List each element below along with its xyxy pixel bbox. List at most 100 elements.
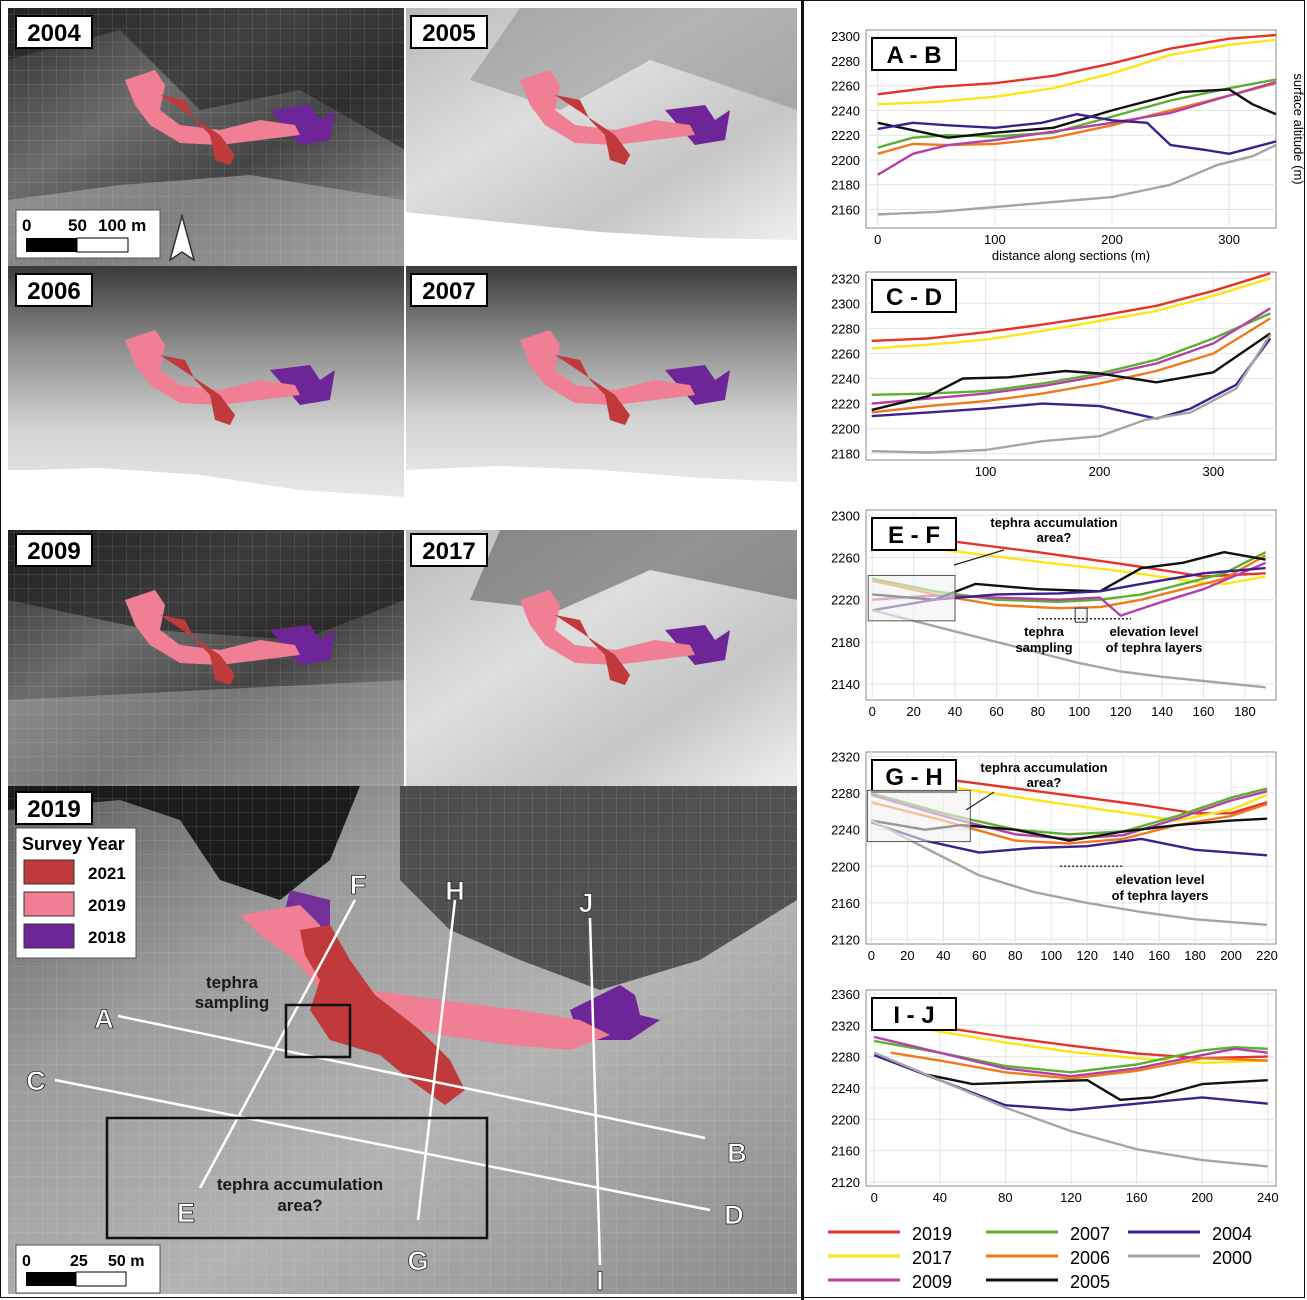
legend-label-2000: 2000 xyxy=(1212,1248,1252,1268)
y-tick-label: 2240 xyxy=(831,1081,860,1096)
section-line xyxy=(117,1014,706,1140)
svg-text:area?: area? xyxy=(1037,530,1072,545)
series-line-2009 xyxy=(877,80,1277,176)
section-letter-j: J xyxy=(578,888,593,918)
svg-text:25: 25 xyxy=(70,1253,88,1270)
svg-text:tephra: tephra xyxy=(1024,624,1065,639)
section-letter-c: C xyxy=(26,1066,46,1096)
tephra-area-label: tephra accumulation area? xyxy=(217,1175,383,1215)
y-tick-label: 2220 xyxy=(831,397,860,412)
series-line-2000 xyxy=(877,144,1277,216)
y-tick-label: 2280 xyxy=(831,54,860,69)
legend-label-2009: 2009 xyxy=(912,1272,952,1292)
y-tick-label: 2180 xyxy=(831,635,860,650)
y-tick-label: 2160 xyxy=(831,1144,860,1159)
legend-label: 2021 xyxy=(88,864,126,883)
y-tick-label: 2200 xyxy=(831,859,860,874)
series-line-2005 xyxy=(923,1072,1268,1102)
chart-e-f: 2140 2180 2220 2260 2300 0 20 40 60 80 100 120 140 16… xyxy=(831,508,1277,719)
map-year-label: 2019 xyxy=(15,791,93,825)
x-tick-label: 40 xyxy=(936,948,950,963)
svg-text:tephra accumulation: tephra accumulation xyxy=(990,515,1117,530)
series-line-2006 xyxy=(871,317,1271,414)
map-year-label: 2006 xyxy=(15,273,93,307)
y-tick-label: 2160 xyxy=(831,202,860,217)
map-year-label: 2017 xyxy=(410,533,488,567)
x-tick-label: 220 xyxy=(1256,948,1278,963)
chart-i-j: 2120 2160 2200 2240 2280 2320 2360 0 40 80 120 160 2… xyxy=(831,987,1279,1205)
series-line-2004 xyxy=(871,821,1268,857)
section-line xyxy=(416,899,457,1221)
svg-text:100 m: 100 m xyxy=(98,216,146,235)
legend-label-2004: 2004 xyxy=(1212,1224,1252,1244)
svg-text:tephra accumulation: tephra accumulation xyxy=(217,1175,383,1194)
x-tick-label: 200 xyxy=(1191,1190,1213,1205)
flow-outline xyxy=(125,330,335,425)
svg-text:sampling: sampling xyxy=(1015,640,1072,655)
year-legend: 2019 2007 2004 2017 2006 2000 2009 2005 xyxy=(828,1224,1252,1292)
x-tick-label: 60 xyxy=(972,948,986,963)
section-label: E - F xyxy=(888,522,940,549)
map-panel-2007 xyxy=(405,266,797,482)
series-line-2004 xyxy=(871,337,1272,420)
svg-text:of tephra layers: of tephra layers xyxy=(1106,640,1203,655)
section-letter-g: G xyxy=(407,1246,428,1276)
x-tick-label: 0 xyxy=(871,1190,878,1205)
svg-text:0: 0 xyxy=(22,216,31,235)
y-tick-label: 2120 xyxy=(831,932,860,947)
series-line-2005 xyxy=(871,332,1271,412)
flow-outline xyxy=(125,590,335,685)
x-tick-label: 80 xyxy=(1008,948,1022,963)
legend-label-2017: 2017 xyxy=(912,1248,952,1268)
flow-outline xyxy=(520,330,730,425)
map-area: 2004 2005 2006 2007 2009 2017 2019 0 50 100 m tep… xyxy=(8,8,797,1296)
svg-text:area?: area? xyxy=(277,1196,322,1215)
x-tick-label: 140 xyxy=(1112,948,1134,963)
section-label: G - H xyxy=(885,764,942,791)
series-line-2017 xyxy=(871,775,1268,822)
series-line-2017 xyxy=(871,277,1271,350)
survey-year-legend: Survey Year 2021 2019 2018 xyxy=(15,827,137,959)
y-tick-label: 2180 xyxy=(831,178,860,193)
section-letter-f: F xyxy=(350,870,367,900)
annotation-arrow xyxy=(953,549,1005,566)
flow-outline xyxy=(125,70,335,165)
section-letter-a: A xyxy=(94,1004,114,1034)
series-line-2005 xyxy=(877,88,1277,139)
y-tick-label: 2300 xyxy=(831,296,860,311)
x-tick-label: 160 xyxy=(1148,948,1170,963)
section-label: I - J xyxy=(893,1002,934,1029)
series-line-2009 xyxy=(873,1035,1268,1078)
y-tick-label: 2280 xyxy=(831,1050,860,1065)
y-tick-label: 2320 xyxy=(831,271,860,286)
y-tick-label: 2240 xyxy=(831,103,860,118)
section-label-box xyxy=(871,37,957,71)
series-line-2017 xyxy=(872,540,1266,586)
map-year-label: 2009 xyxy=(15,533,93,567)
section-label-box xyxy=(871,759,957,793)
section-letter-i: I xyxy=(596,1266,604,1296)
section-letter-b: B xyxy=(727,1138,747,1168)
series-line-2000 xyxy=(871,334,1272,454)
map-panel-2006 xyxy=(8,266,405,497)
chart-g-h: 2120 2160 2200 2240 2280 2320 0 20 40 60 80 100 120 1… xyxy=(831,750,1278,963)
svg-text:tephra accumulation: tephra accumulation xyxy=(980,760,1107,775)
svg-text:2007: 2007 xyxy=(422,278,475,305)
svg-text:50 m: 50 m xyxy=(108,1253,144,1270)
svg-text:2009: 2009 xyxy=(27,538,80,565)
x-tick-label: 100 xyxy=(1040,948,1062,963)
y-tick-label: 2260 xyxy=(831,551,860,566)
y-tick-label: 2260 xyxy=(831,79,860,94)
svg-text:area?: area? xyxy=(1027,775,1062,790)
sampling-rect xyxy=(1074,607,1088,623)
svg-text:2005: 2005 xyxy=(422,20,475,47)
y-tick-label: 2200 xyxy=(831,153,860,168)
svg-text:2019: 2019 xyxy=(27,796,80,823)
svg-text:of tephra layers: of tephra layers xyxy=(1112,888,1209,903)
series-line-2000 xyxy=(873,1051,1268,1168)
series-line-2004 xyxy=(877,112,1277,156)
x-tick-label: 100 xyxy=(984,232,1006,247)
